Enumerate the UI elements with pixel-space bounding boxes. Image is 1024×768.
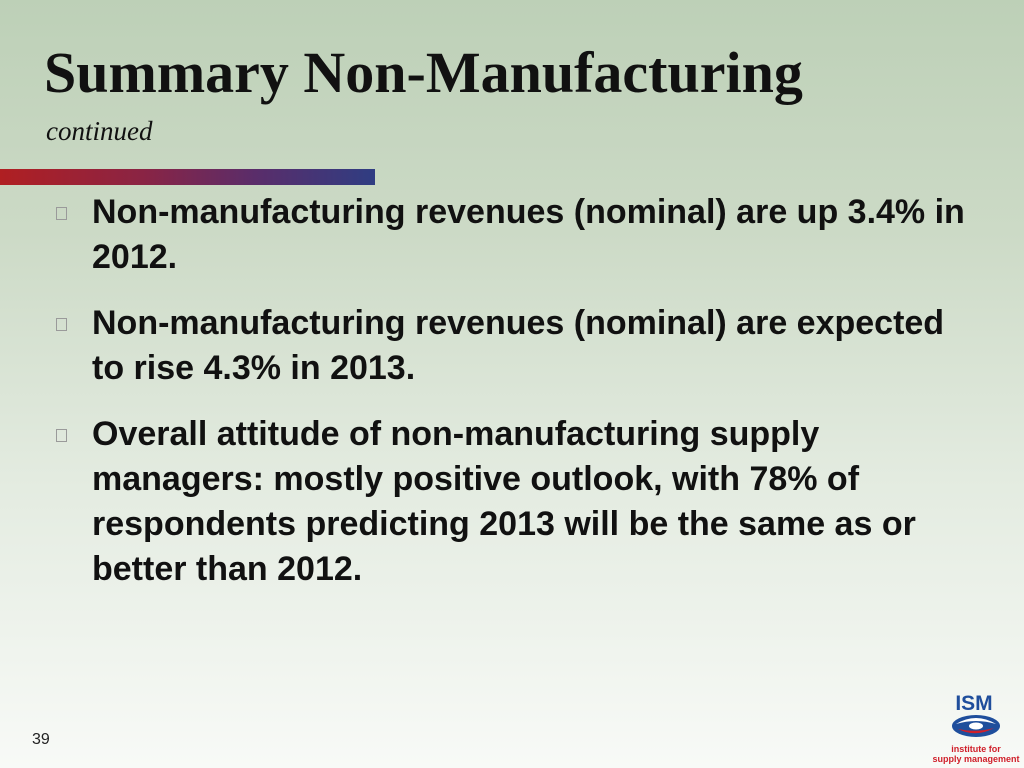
bullet-item-revenues-2012: Non-manufacturing revenues (nominal) are… — [56, 190, 976, 280]
bullet-text: Non-manufacturing revenues (nominal) are… — [92, 304, 945, 387]
ism-tagline-2: supply management — [932, 754, 1019, 764]
slide-subtitle: continued — [46, 116, 153, 146]
ism-logo: ISM institute for supply management — [932, 692, 1019, 764]
bullet-icon — [56, 318, 67, 331]
slide-title: Summary Non-Manufacturing — [44, 40, 803, 105]
bullet-text: Overall attitude of non-manufacturing su… — [92, 415, 916, 588]
page-number: 39 — [32, 731, 50, 748]
ism-emblem-icon — [952, 715, 1000, 737]
bullet-icon — [56, 207, 67, 220]
bullet-item-overall-attitude: Overall attitude of non-manufacturing su… — [56, 412, 976, 592]
bullet-item-revenues-2013: Non-manufacturing revenues (nominal) are… — [56, 301, 976, 391]
ism-tagline-1: institute for — [951, 744, 1001, 754]
bullet-text: Non-manufacturing revenues (nominal) are… — [92, 193, 965, 276]
bullet-list: Non-manufacturing revenues (nominal) are… — [56, 190, 976, 613]
bullet-icon — [56, 429, 67, 442]
title-divider-bar — [0, 169, 375, 185]
ism-wordmark: ISM — [955, 692, 992, 715]
